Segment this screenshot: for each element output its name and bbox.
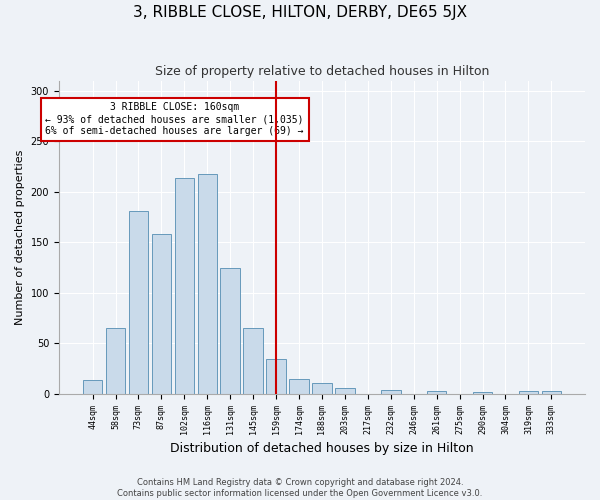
Bar [335, 388, 355, 394]
Bar [197, 174, 217, 394]
Bar [427, 391, 446, 394]
Y-axis label: Number of detached properties: Number of detached properties [15, 150, 25, 325]
Text: 3 RIBBLE CLOSE: 160sqm
← 93% of detached houses are smaller (1,035)
6% of semi-d: 3 RIBBLE CLOSE: 160sqm ← 93% of detached… [46, 102, 304, 136]
X-axis label: Distribution of detached houses by size in Hilton: Distribution of detached houses by size … [170, 442, 474, 455]
Bar [312, 383, 332, 394]
Title: Size of property relative to detached houses in Hilton: Size of property relative to detached ho… [155, 65, 489, 78]
Bar [473, 392, 492, 394]
Bar [175, 178, 194, 394]
Bar [128, 211, 148, 394]
Bar [289, 379, 309, 394]
Bar [266, 358, 286, 394]
Bar [152, 234, 171, 394]
Bar [542, 391, 561, 394]
Bar [83, 380, 103, 394]
Bar [518, 391, 538, 394]
Bar [381, 390, 401, 394]
Text: Contains HM Land Registry data © Crown copyright and database right 2024.
Contai: Contains HM Land Registry data © Crown c… [118, 478, 482, 498]
Bar [244, 328, 263, 394]
Bar [220, 268, 240, 394]
Bar [106, 328, 125, 394]
Text: 3, RIBBLE CLOSE, HILTON, DERBY, DE65 5JX: 3, RIBBLE CLOSE, HILTON, DERBY, DE65 5JX [133, 5, 467, 20]
